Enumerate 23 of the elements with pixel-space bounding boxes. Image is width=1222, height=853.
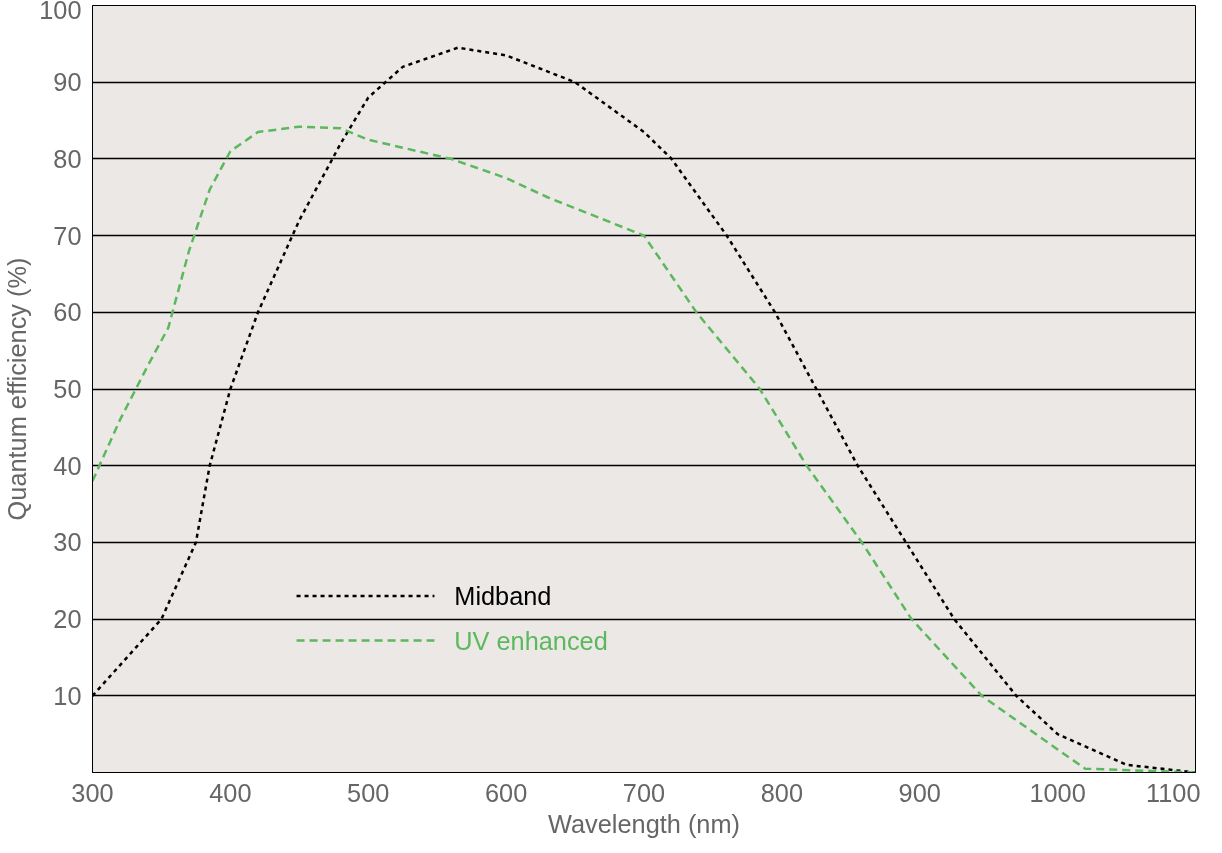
text: Midband: [454, 582, 552, 611]
y-tick-label: 100: [39, 0, 82, 24]
x-tick-label: 700: [622, 778, 666, 807]
x-axis-title: Wavelength (nm): [548, 809, 740, 838]
y-tick-label: 20: [53, 605, 82, 634]
x-tick-label: 1100: [1146, 778, 1201, 807]
y-tick-label: 10: [53, 681, 82, 710]
x-tick-label: 600: [485, 778, 528, 807]
x-tick-label: 300: [71, 778, 114, 807]
y-tick-label: 80: [53, 144, 82, 173]
y-tick-label: 30: [53, 528, 82, 557]
x-tick-label: 1000: [1029, 778, 1086, 807]
y-tick-label: 90: [53, 68, 82, 97]
y-tick-label: 40: [53, 451, 82, 480]
y-axis-title: Quantum efficiency (%): [3, 257, 32, 521]
y-tick-label: 60: [53, 298, 82, 327]
x-tick-label: 800: [760, 778, 804, 807]
x-tick-label: 400: [209, 778, 252, 807]
x-tick-label: 900: [898, 778, 941, 807]
y-tick-label: 50: [53, 375, 82, 403]
text: UV enhanced: [454, 626, 608, 655]
y-tick-label: 70: [53, 221, 82, 250]
x-tick-label: 500: [347, 778, 390, 807]
